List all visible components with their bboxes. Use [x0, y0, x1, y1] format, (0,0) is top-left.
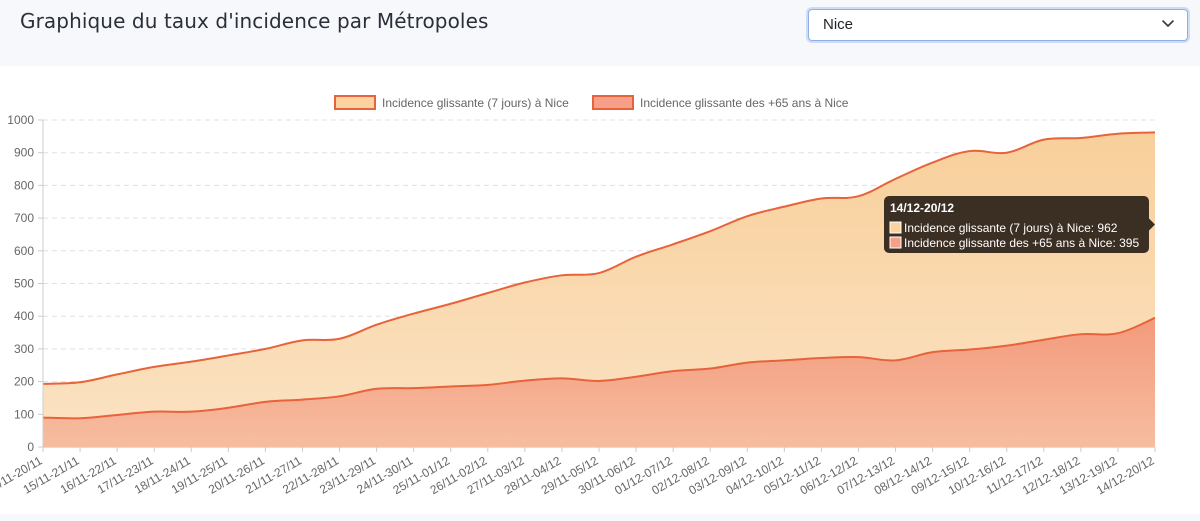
- series-1-point-21[interactable]: [818, 195, 824, 201]
- series-1-point-14[interactable]: [559, 272, 565, 278]
- chart-card: 0 100 200 300 400 500 600 700 800 900 1000 14/11-20…: [0, 66, 1200, 514]
- series-2-point-7[interactable]: [299, 397, 305, 403]
- y-tick-label-800: 800: [14, 178, 34, 192]
- incidence-chart: 0100200300400500600700800900100014/11-20…: [0, 95, 1158, 498]
- series-1-point-1[interactable]: [77, 379, 83, 385]
- series-1-point-2[interactable]: [114, 371, 120, 377]
- series-2-point-1[interactable]: [77, 415, 83, 421]
- series-2-point-30[interactable]: [1152, 315, 1158, 321]
- legend-item-1[interactable]: Incidence glissante (7 jours) à Nice: [334, 95, 569, 110]
- series-2-area: [43, 317, 1155, 447]
- series-1-point-3[interactable]: [151, 364, 157, 370]
- tooltip: 14/12-20/12 Incidence glissante (7 jours)…: [884, 196, 1155, 253]
- series-2-point-6[interactable]: [262, 399, 268, 405]
- series-1-point-22[interactable]: [855, 193, 861, 199]
- series-1-point-5[interactable]: [225, 352, 231, 358]
- tooltip-caret: [1149, 218, 1155, 231]
- series-2-point-23[interactable]: [893, 357, 899, 363]
- series-2-point-12[interactable]: [485, 382, 491, 388]
- series-2-point-20[interactable]: [781, 357, 787, 363]
- chevron-down-icon: [1162, 20, 1174, 27]
- y-tick-label-400: 400: [14, 309, 34, 323]
- series-2-point-19[interactable]: [744, 360, 750, 366]
- series-1-point-11[interactable]: [448, 301, 454, 307]
- series-2-point-17[interactable]: [670, 368, 676, 374]
- y-tick-label-900: 900: [14, 146, 34, 160]
- legend-item-2[interactable]: Incidence glissante des +65 ans à Nice: [592, 95, 849, 110]
- series-2-point-26[interactable]: [1004, 343, 1010, 349]
- tooltip-line-1: Incidence glissante (7 jours) à Nice: 96…: [904, 221, 1118, 235]
- series-2-point-27[interactable]: [1041, 337, 1047, 343]
- series-2-point-25[interactable]: [967, 347, 973, 353]
- y-tick-label-1000: 1000: [7, 113, 34, 127]
- series-1-point-17[interactable]: [670, 241, 676, 247]
- series-2-point-21[interactable]: [818, 355, 824, 361]
- series-2-point-10[interactable]: [411, 385, 417, 391]
- series-1-point-16[interactable]: [633, 254, 639, 260]
- tooltip-line-2: Incidence glissante des +65 ans à Nice: …: [904, 236, 1139, 250]
- tooltip-swatch-2: [889, 236, 902, 249]
- series-2-point-16[interactable]: [633, 374, 639, 380]
- legend-swatch-1: [334, 95, 376, 110]
- y-tick-label-300: 300: [14, 342, 34, 356]
- series-1-point-28[interactable]: [1078, 135, 1084, 141]
- series-areas: [43, 132, 1155, 447]
- tooltip-title: 14/12-20/12: [890, 201, 954, 215]
- page-header: Graphique du taux d'incidence par Métrop…: [0, 0, 1200, 57]
- metropole-select-value: Nice: [823, 16, 854, 33]
- series-2-point-18[interactable]: [707, 366, 713, 372]
- series-2-point-29[interactable]: [1115, 330, 1121, 336]
- series-2-point-22[interactable]: [855, 354, 861, 360]
- series-1-point-7[interactable]: [299, 337, 305, 343]
- series-1-point-20[interactable]: [781, 204, 787, 210]
- series-1-point-10[interactable]: [411, 311, 417, 317]
- series-2-point-13[interactable]: [522, 378, 528, 384]
- series-1-point-25[interactable]: [967, 148, 973, 154]
- series-1-point-13[interactable]: [522, 280, 528, 286]
- y-tick-label-600: 600: [14, 244, 34, 258]
- series-2-point-28[interactable]: [1078, 331, 1084, 337]
- series-1-point-18[interactable]: [707, 228, 713, 234]
- series-1-point-24[interactable]: [930, 160, 936, 166]
- series-2-point-2[interactable]: [114, 412, 120, 418]
- series-1-point-30[interactable]: [1152, 129, 1158, 135]
- series-2-point-3[interactable]: [151, 409, 157, 415]
- series-1-point-26[interactable]: [1004, 150, 1010, 156]
- series-2-point-9[interactable]: [374, 386, 380, 392]
- series-1-point-27[interactable]: [1041, 137, 1047, 143]
- series-1-point-4[interactable]: [188, 359, 194, 365]
- series-1-point-23[interactable]: [893, 176, 899, 182]
- series-1-point-6[interactable]: [262, 346, 268, 352]
- series-1-point-15[interactable]: [596, 270, 602, 276]
- series-1-point-12[interactable]: [485, 290, 491, 296]
- series-2-point-15[interactable]: [596, 378, 602, 384]
- series-2-point-24[interactable]: [930, 349, 936, 355]
- series-2-point-11[interactable]: [448, 384, 454, 390]
- legend-label-2: Incidence glissante des +65 ans à Nice: [640, 96, 849, 110]
- legend-label-1: Incidence glissante (7 jours) à Nice: [382, 96, 569, 110]
- y-tick-label-700: 700: [14, 211, 34, 225]
- series-lines: [42, 129, 1158, 421]
- y-tick-label-0: 0: [27, 440, 34, 454]
- series-2-point-14[interactable]: [559, 375, 565, 381]
- series-2-point-8[interactable]: [337, 393, 343, 399]
- page-title: Graphique du taux d'incidence par Métrop…: [20, 9, 489, 33]
- y-tick-label-200: 200: [14, 375, 34, 389]
- legend-swatch-2: [592, 95, 634, 110]
- tooltip-box: [884, 196, 1149, 253]
- legend: Incidence glissante (7 jours) à Nice Inci…: [334, 95, 849, 110]
- metropole-select[interactable]: Nice: [808, 9, 1188, 41]
- series-2-line: [42, 316, 1156, 420]
- series-1-point-9[interactable]: [374, 322, 380, 328]
- series-2-point-5[interactable]: [225, 405, 231, 411]
- series-1-point-29[interactable]: [1115, 131, 1121, 137]
- series-2-point-4[interactable]: [188, 409, 194, 415]
- y-tick-label-100: 100: [14, 407, 34, 421]
- series-1-point-8[interactable]: [337, 336, 343, 342]
- series-1-line: [42, 131, 1156, 385]
- series-1-point-19[interactable]: [744, 213, 750, 219]
- tooltip-swatch-1: [889, 221, 902, 234]
- y-tick-label-500: 500: [14, 277, 34, 291]
